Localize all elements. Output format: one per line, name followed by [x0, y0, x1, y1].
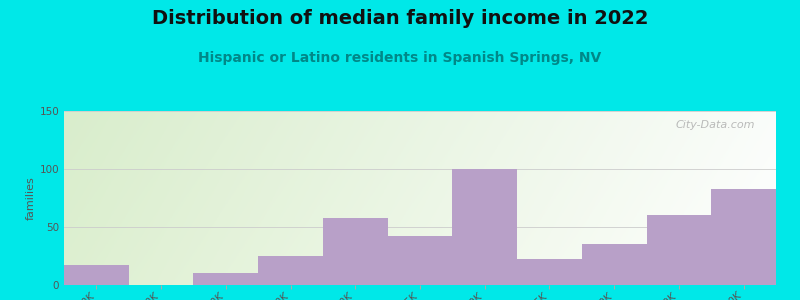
Bar [258, 256, 323, 285]
Bar [517, 260, 582, 285]
Bar [646, 215, 711, 285]
Text: City-Data.com: City-Data.com [675, 120, 754, 130]
Bar [64, 265, 129, 285]
Text: Hispanic or Latino residents in Spanish Springs, NV: Hispanic or Latino residents in Spanish … [198, 51, 602, 65]
Bar [711, 189, 776, 285]
Y-axis label: families: families [26, 176, 35, 220]
Bar [388, 236, 452, 285]
Bar [582, 244, 646, 285]
Bar [323, 218, 388, 285]
Text: Distribution of median family income in 2022: Distribution of median family income in … [152, 9, 648, 28]
Bar [452, 169, 517, 285]
Bar [194, 273, 258, 285]
